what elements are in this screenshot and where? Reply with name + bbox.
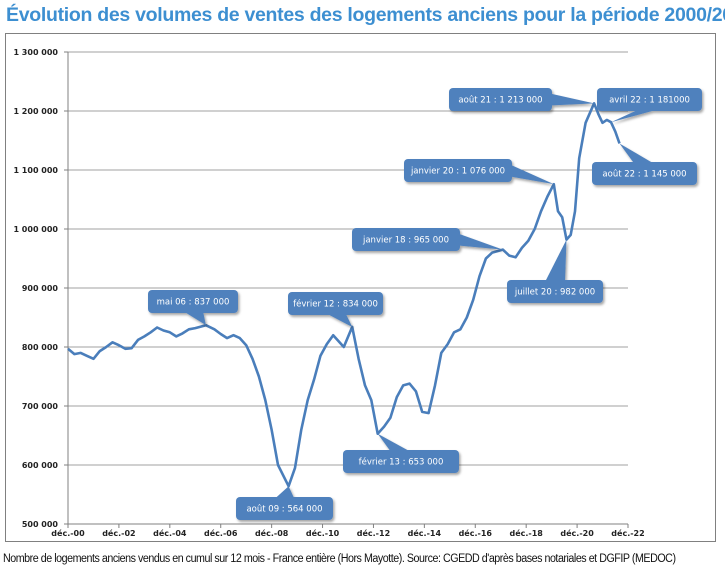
chart-caption: Nombre de logements anciens vendus en cu… <box>3 553 676 565</box>
callout-label: août 21 : 1 213 000 <box>458 96 542 106</box>
callout-box <box>404 159 512 182</box>
x-tick-label: déc.-04 <box>153 528 187 538</box>
series-line <box>67 102 621 488</box>
y-tick-label: 900 000 <box>22 284 59 293</box>
y-tick-label: 600 000 <box>22 461 59 470</box>
y-tick-label: 500 000 <box>22 520 59 529</box>
chart-frame <box>5 33 716 542</box>
callout-box <box>343 450 459 473</box>
callout-label: février 13 : 653 000 <box>359 457 444 468</box>
callout-pointer <box>619 143 655 164</box>
callout-box <box>352 228 460 251</box>
y-tick-label: 1 000 000 <box>13 225 58 234</box>
x-tick-label: déc.-20 <box>560 528 594 538</box>
callout-label: juillet 20 : 982 000 <box>514 288 595 298</box>
callout-box <box>236 497 333 520</box>
x-tick-label: déc.-16 <box>459 528 493 538</box>
callout <box>352 228 503 251</box>
callout-label: avril 22 : 1 181000 <box>609 96 690 106</box>
callout <box>592 143 697 185</box>
x-tick-label: déc.-08 <box>255 528 289 538</box>
callout-box <box>507 280 603 303</box>
callout-label: janvier 20 : 1 076 000 <box>410 167 505 177</box>
callout-label: août 09 : 564 000 <box>246 505 322 515</box>
callout-pointer <box>611 109 660 123</box>
callout-pointer <box>325 313 353 327</box>
callout-pointer <box>377 433 411 452</box>
callout-pointer <box>545 239 567 282</box>
x-tick-label: déc.-02 <box>102 528 135 538</box>
callout-box <box>597 88 702 111</box>
callout-label: mai 06 : 837 000 <box>157 298 230 308</box>
x-tick-label: déc.-10 <box>306 528 340 538</box>
callout-label: janvier 18 : 965 000 <box>362 236 449 246</box>
chart-title: Évolution des volumes de ventes des loge… <box>6 4 725 26</box>
callout <box>236 486 333 520</box>
y-tick-label: 1 200 000 <box>13 107 58 116</box>
callout-box <box>449 88 552 111</box>
x-tick-label: déc.-18 <box>509 528 543 538</box>
x-tick-label: déc.-12 <box>357 528 390 538</box>
x-tick-label: déc.-06 <box>204 528 238 538</box>
callout-box <box>148 290 238 313</box>
callout <box>507 239 603 303</box>
y-tick-label: 700 000 <box>22 402 59 411</box>
callout-label: août 22 : 1 145 000 <box>602 170 686 180</box>
callout <box>343 433 459 473</box>
callout-box <box>288 292 383 315</box>
y-tick-label: 1 300 000 <box>13 48 58 57</box>
callout <box>404 159 554 185</box>
callout-pointer <box>550 93 595 106</box>
callout-label: février 12 : 834 000 <box>293 299 378 310</box>
callout <box>148 290 238 326</box>
y-tick-label: 800 000 <box>22 343 59 352</box>
callout <box>597 88 702 123</box>
callout-pointer <box>274 486 295 499</box>
x-tick-label: déc.-00 <box>51 528 85 538</box>
callout-pointer <box>510 164 554 185</box>
callout <box>449 88 595 111</box>
callout-box <box>592 162 697 185</box>
x-tick-label: déc.-22 <box>611 528 644 538</box>
x-tick-label: déc.-14 <box>408 528 442 538</box>
y-tick-label: 1 100 000 <box>13 166 58 175</box>
callout-pointer <box>458 233 503 250</box>
callout-pointer <box>183 311 206 326</box>
callout <box>288 292 383 327</box>
